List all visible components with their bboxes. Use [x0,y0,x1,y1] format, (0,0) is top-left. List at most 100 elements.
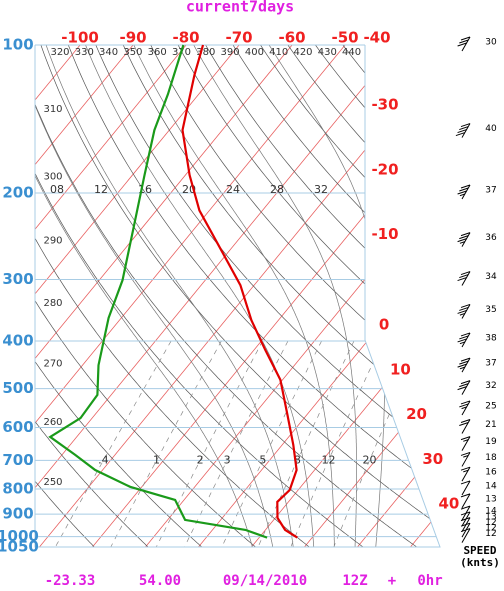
isotherm [35,45,81,547]
wind-barb-feather [459,193,466,197]
moist-adiabat-label: 12 [94,183,108,196]
wind-barb-feather [459,274,469,279]
dry-adiabat [67,45,440,547]
dry-adiabat-label: 280 [43,298,62,309]
temperature-label: -30 [371,96,398,114]
wind-barb-staff [461,452,471,467]
wind-barb-staff [461,480,471,496]
wind-barb-feather [460,466,471,471]
dry-adiabat-label: 340 [99,47,118,58]
wind-barb-staff [461,493,471,509]
wind-barb-feather [457,238,467,243]
dry-adiabat-label: 390 [221,47,240,58]
temperature-label: -40 [363,29,390,47]
isotherm [92,45,440,547]
wind-barb-feather [457,42,467,47]
footer-plus: + [388,573,396,589]
dry-adiabat [205,45,440,547]
wind-barb-feather [460,303,471,308]
wind-barb-feather [460,380,471,385]
isotherm [251,45,440,547]
pressure-label: 1050 [0,538,39,556]
sounding-line [48,44,268,539]
wind-speed-label: 14 [485,481,497,491]
moist-adiabat-label: 28 [270,183,284,196]
mixing-ratio-label: 20 [363,453,377,466]
moist-adiabat [45,45,294,547]
wind-barb-staff [461,123,471,138]
wind-barb-staff [461,36,471,52]
wind-barb-feather [459,306,469,311]
temperature-label: 30 [422,450,443,468]
dry-adiabat [35,45,149,547]
footer-time: 12Z [342,573,367,589]
wind-speed-label: 36 [485,233,497,243]
footer-date: 09/14/2010 [223,573,307,589]
isotherm [35,45,134,547]
mixing-ratio-line [110,340,222,547]
wind-barb-feather [459,241,466,244]
plot-area [35,45,440,547]
dry-adiabat-label: 420 [293,47,312,58]
wind-barb-feather [459,335,469,340]
wind-barb-feather [457,363,467,368]
wind-speed-label: 12 [485,529,496,539]
wind-barb-feather [455,132,466,137]
temperature-label: 10 [390,361,411,379]
wind-speed-label: 34 [485,272,497,282]
wind-barb-feather [460,271,471,276]
dry-adiabat-label: 330 [75,47,94,58]
footer-longitude: 54.00 [139,573,181,589]
wind-barb-feather [460,123,471,128]
moist-adiabat [85,45,315,547]
wind-barb-staff [461,380,471,395]
dry-adiabat [35,45,256,547]
wind-barb-staff [461,419,471,434]
wind-speed-label: 38 [485,333,497,343]
isotherm [35,45,346,547]
moist-adiabat-label: 08 [50,183,64,196]
wind-barb-feather [459,187,469,192]
dry-adiabat [35,45,364,547]
wind-barb-staff [461,528,471,543]
wind-barb-feather [460,436,471,441]
dry-adiabat [35,45,310,547]
moist-adiabat [35,45,253,547]
wind-barb-staff [461,184,471,200]
dry-adiabat [35,45,95,547]
wind-barb-staff [461,304,471,319]
pressure-label: 400 [2,331,33,349]
wind-barb-staff [461,436,471,451]
wind-speed-label: 30 [485,38,497,48]
temperature-label: 40 [439,495,460,513]
isotherm [145,45,440,547]
dry-adiabat-label: 260 [43,417,62,428]
dry-adiabat [35,45,203,547]
pressure-label: 200 [2,183,33,201]
wind-speed-label: 13 [485,512,496,522]
wind-barb-feather [457,309,467,314]
mixing-ratio-label: 2 [197,453,204,466]
dry-adiabat-label: 350 [123,47,142,58]
wind-speed-label: 19 [485,437,497,447]
pressure-label: 300 [2,270,33,288]
pressure-label: 100 [2,36,33,54]
wind-barb-feather [457,129,467,134]
footer-latitude: -23.33 [45,573,96,589]
wind-barb-feather [460,357,471,362]
dry-adiabat [370,45,440,547]
wind-barb-feather [460,522,471,527]
mixing-ratio-line [54,340,172,547]
speed-unit: (knts) [460,556,500,569]
mixing-ratio-line [155,340,263,547]
wind-speed-label: 40 [485,124,497,134]
dry-adiabat-label: 410 [269,47,288,58]
wind-barb-feather [460,528,471,533]
dry-adiabat-label: 380 [196,47,215,58]
mixing-ratio-line [221,340,322,547]
dry-adiabat [150,45,440,547]
wind-speed-label: 32 [485,381,496,391]
mixing-ratio-label: 1 [153,453,160,466]
dry-adiabat [315,45,440,547]
moist-adiabat [35,45,274,547]
